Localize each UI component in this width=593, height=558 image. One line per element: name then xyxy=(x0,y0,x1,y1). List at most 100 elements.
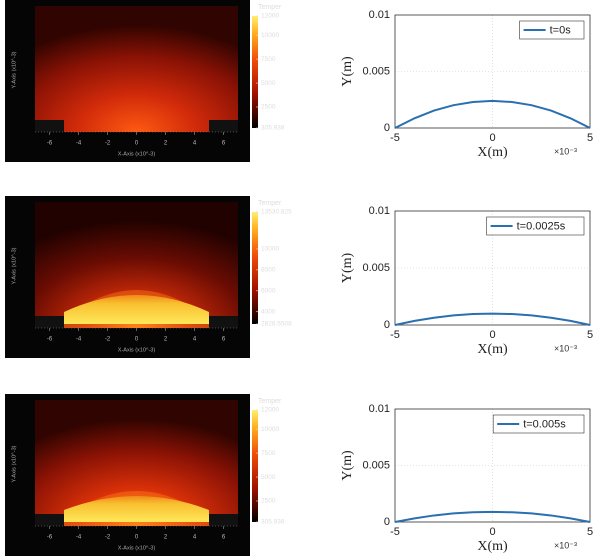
y-axis-label: Y(m) xyxy=(340,253,355,284)
x-tick-label: 0 xyxy=(135,141,139,147)
colorbar-tick-label: 5000 xyxy=(261,80,276,87)
x-tick-label: 4 xyxy=(193,535,197,541)
colorbar-tick-label: 6000 xyxy=(261,288,276,295)
colorbar-tick-label: 305.938 xyxy=(261,519,285,526)
x-tick-label: -5 xyxy=(390,132,400,144)
x-axis-label: X-Axis (x10^-3) xyxy=(118,347,156,353)
legend-box xyxy=(486,216,585,236)
electrode xyxy=(35,316,64,328)
colorbar-tick-label: 4000 xyxy=(261,308,276,315)
x-axis-label: X(m) xyxy=(477,539,508,554)
x-tick-label: 5 xyxy=(587,329,593,341)
x-tick-label: -6 xyxy=(47,141,53,147)
axes-frame xyxy=(394,14,591,129)
x-axis-label: X(m) xyxy=(477,145,508,160)
colorbar-title: Temper xyxy=(258,200,282,207)
y-tick-label: 0.01 xyxy=(369,9,390,21)
colorbar xyxy=(252,16,258,128)
heatmap-field xyxy=(35,6,238,132)
colorbar-title: Temper xyxy=(258,4,282,11)
colorbar-tick-label: 7500 xyxy=(261,56,276,63)
colorbar-tick-label: 10000 xyxy=(261,246,279,253)
colorbar-tick-label: 2500 xyxy=(261,104,276,111)
colorbar-tick-label: 10000 xyxy=(261,426,279,433)
colorbar xyxy=(252,212,258,324)
axes-frame xyxy=(394,210,591,326)
x-axis-label: X-Axis (x10^-3) xyxy=(118,545,156,551)
colorbar-tick-label: 12000 xyxy=(261,13,279,20)
x-tick-label: 0 xyxy=(135,535,139,541)
x-tick-label: -2 xyxy=(105,141,111,147)
x-tick-label: -5 xyxy=(390,526,400,538)
x-tick-label: 5 xyxy=(587,526,593,538)
x-tick-label: 6 xyxy=(222,535,226,541)
x-tick-label: 0 xyxy=(489,526,495,538)
x-tick-label: -6 xyxy=(47,535,53,541)
electrode xyxy=(35,120,64,132)
x-tick-label: 6 xyxy=(222,141,226,147)
x-tick-label: 0 xyxy=(489,132,495,144)
y-axis-label: Y(m) xyxy=(340,56,355,87)
heatmap-panel: -6 -4 -2 0 2 4 6 X-Axis (x10^-3) Y-Axis (x10^-3)… xyxy=(5,0,285,162)
hot-band xyxy=(64,295,209,324)
y-axis-label: Y-Axis (x10^-3) xyxy=(11,247,17,284)
colorbar-tick-label: 2500 xyxy=(261,498,276,505)
y-tick-label: 0.005 xyxy=(362,262,390,274)
x-tick-label: 0 xyxy=(489,329,495,341)
y-axis-label: Y-Axis (x10^-3) xyxy=(11,51,17,88)
electrode xyxy=(209,316,238,328)
y-tick-label: 0.01 xyxy=(369,403,390,415)
colorbar-title: Temper xyxy=(258,398,282,405)
colorbar-tick-label: 13530.825 xyxy=(261,209,292,216)
y-axis-label: Y(m) xyxy=(340,450,355,481)
colorbar-tick-label: 5000 xyxy=(261,474,276,481)
x-tick-label: 5 xyxy=(587,132,593,144)
x-tick-label: 0 xyxy=(135,337,139,343)
y-tick-label: 0 xyxy=(384,516,390,528)
x-tick-label: -6 xyxy=(47,337,53,343)
heatmap-panel: -6 -4 -2 0 2 4 6 X-Axis (x10^-3) Y-Axis (x10^-3)… xyxy=(5,196,292,358)
x-tick-label: -4 xyxy=(76,535,82,541)
legend-box xyxy=(519,20,585,40)
x-tick-label: -2 xyxy=(105,337,111,343)
hot-band xyxy=(64,496,209,522)
x-tick-label: -4 xyxy=(76,141,82,147)
x-tick-label: 2 xyxy=(164,141,168,147)
x-multiplier: ×10⁻³ xyxy=(554,540,577,550)
series-line xyxy=(394,312,591,326)
legend-box xyxy=(492,414,585,434)
legend-label: t=0.005s xyxy=(523,418,566,430)
electrode xyxy=(209,514,238,526)
electrode xyxy=(209,120,238,132)
y-tick-label: 0.005 xyxy=(362,459,390,471)
y-tick-label: 0.005 xyxy=(362,65,390,77)
y-tick-label: 0 xyxy=(384,319,390,331)
electrode xyxy=(35,514,64,526)
colorbar-tick-label: 12000 xyxy=(261,407,279,414)
x-tick-label: 6 xyxy=(222,337,226,343)
y-axis-label: Y-Axis (x10^-3) xyxy=(11,445,17,482)
x-multiplier: ×10⁻³ xyxy=(554,343,577,353)
colorbar xyxy=(252,410,258,522)
x-tick-label: 4 xyxy=(193,141,197,147)
series-line xyxy=(394,99,591,129)
legend-label: t=0s xyxy=(550,24,572,36)
legend-label: t=0.0025s xyxy=(517,220,566,232)
x-tick-label: 2 xyxy=(164,535,168,541)
axes-frame xyxy=(394,408,591,523)
y-tick-label: 0.01 xyxy=(369,205,390,217)
x-axis-label: X-Axis (x10^-3) xyxy=(118,151,156,157)
x-axis-label: X(m) xyxy=(477,342,508,357)
x-tick-label: -2 xyxy=(105,535,111,541)
colorbar-tick-label: 8000 xyxy=(261,267,276,274)
y-tick-label: 0 xyxy=(384,122,390,134)
x-tick-label: 2 xyxy=(164,337,168,343)
colorbar-tick-label: 305.938 xyxy=(261,125,285,132)
x-tick-label: -4 xyxy=(76,337,82,343)
x-tick-label: -5 xyxy=(390,329,400,341)
colorbar-tick-label: 10000 xyxy=(261,32,279,39)
